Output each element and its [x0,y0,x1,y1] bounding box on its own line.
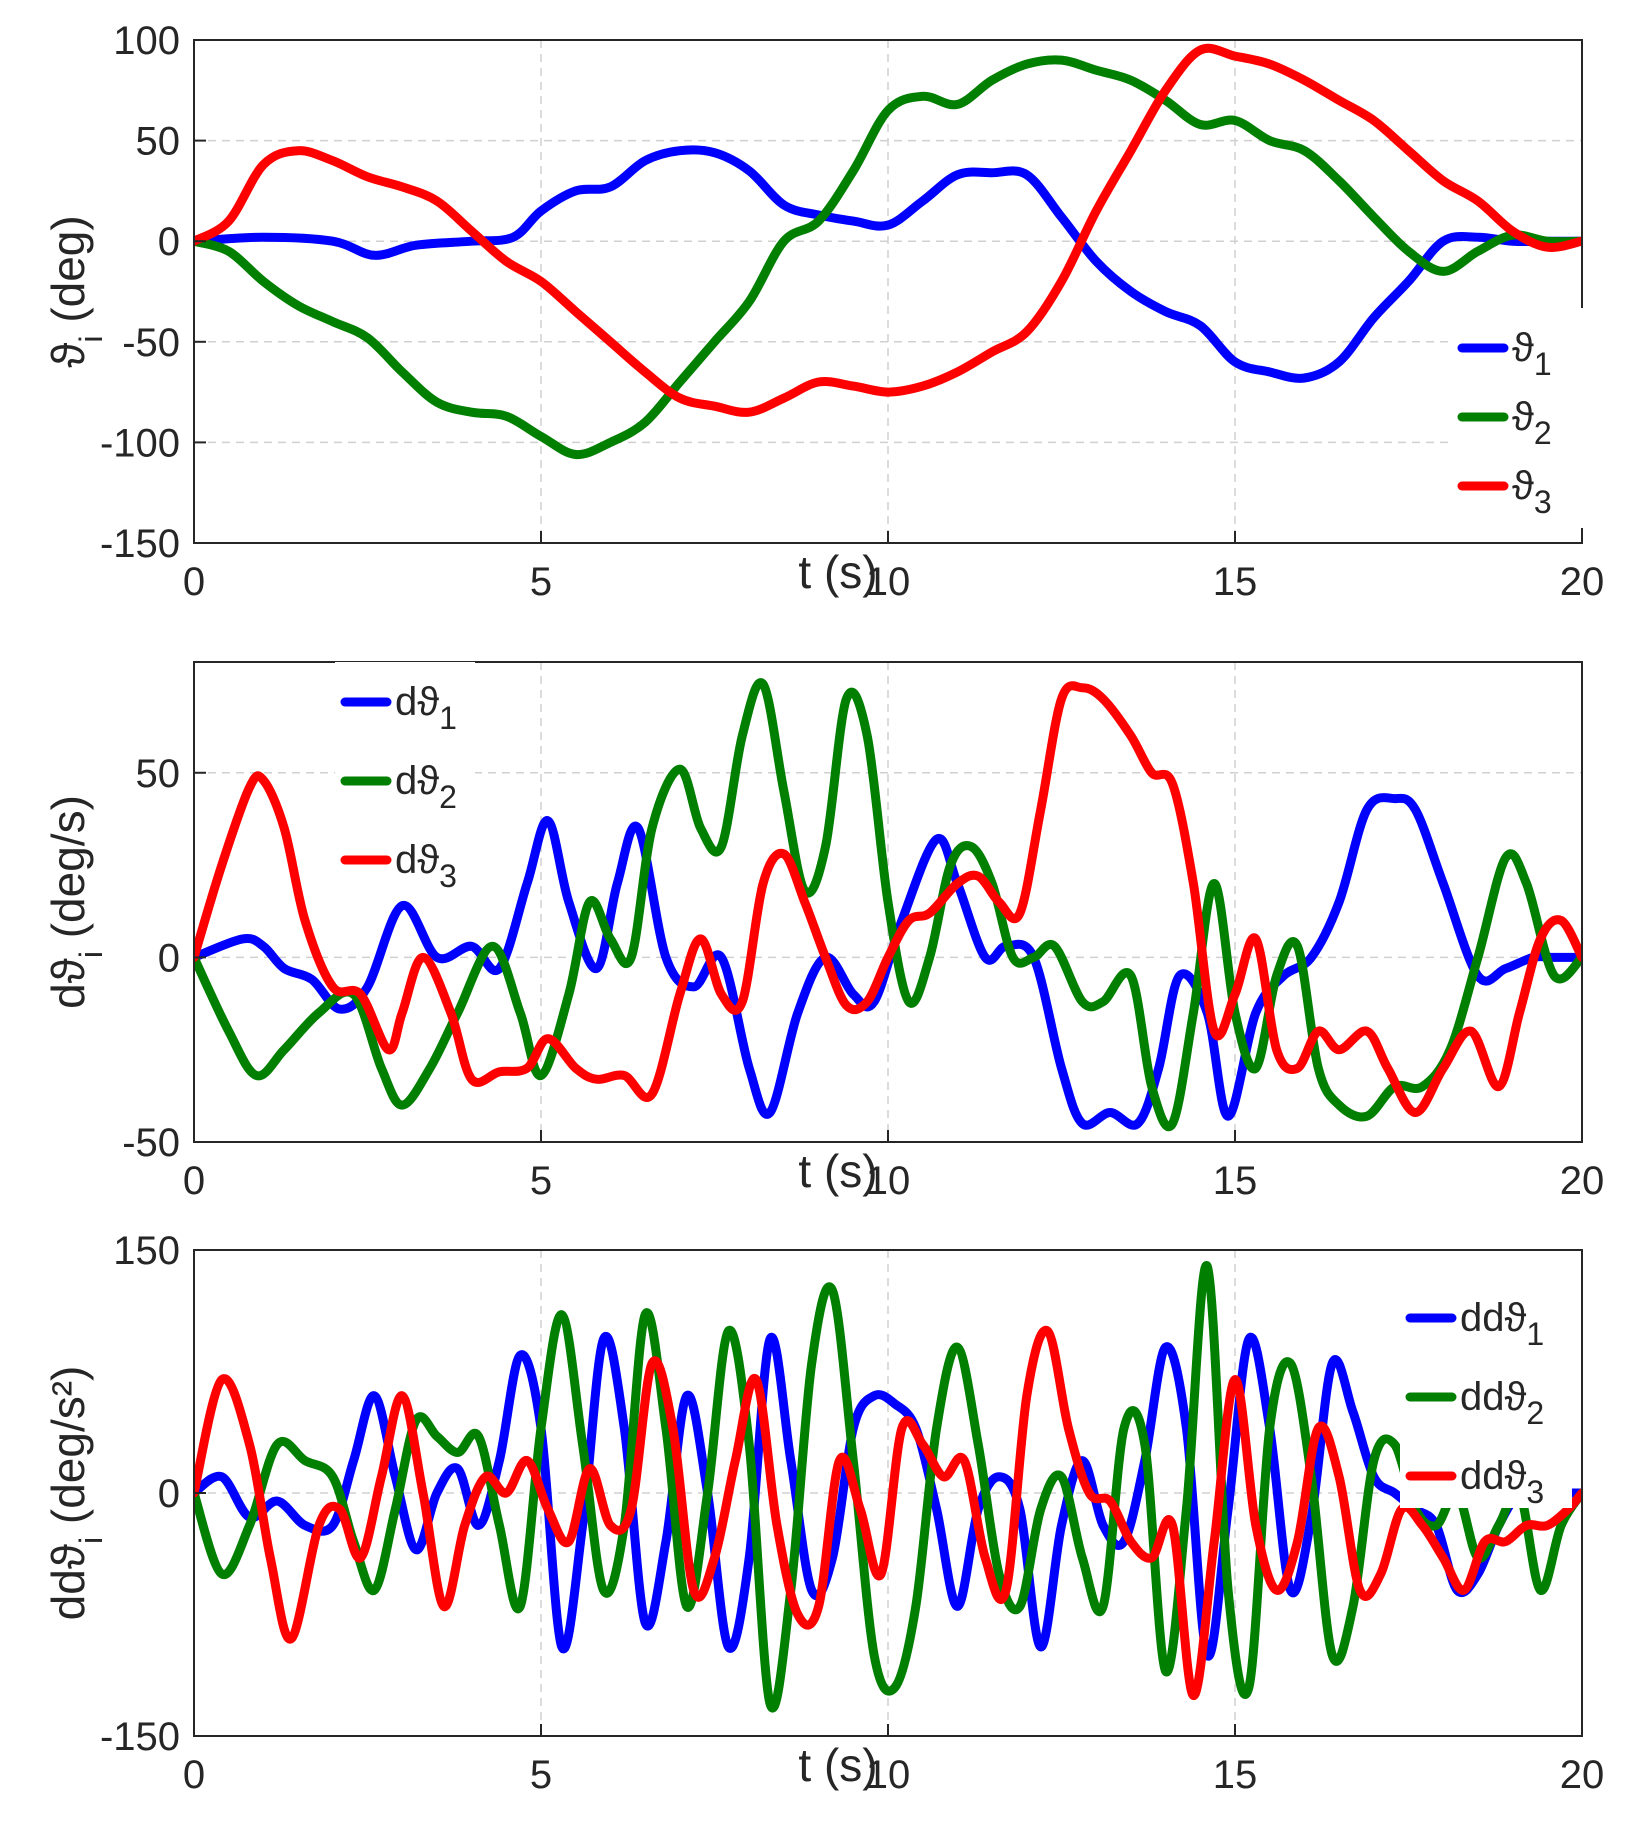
x-tick-label: 20 [1560,1159,1605,1203]
y-tick-label: 50 [136,120,181,164]
legend-label: dϑ2 [395,759,457,815]
x-tick-label: 20 [1560,1753,1605,1797]
x-tick-label: 5 [530,1159,552,1203]
legend-label: ϑ2 [1512,395,1552,451]
x-tick-label: 5 [530,1753,552,1797]
x-tick-label: 0 [183,560,205,604]
legend-label: ddϑ1 [1460,1296,1544,1352]
legend-label: ddϑ3 [1460,1454,1544,1510]
y-tick-label: -50 [122,321,180,365]
x-tick-label: 10 [866,1159,911,1203]
y-tick-label: 0 [158,1472,180,1516]
y-tick-label: -150 [100,522,180,566]
legend-label: ϑ3 [1512,464,1552,520]
series-line-dϑ2 [194,678,1582,1132]
x-tick-label: 0 [183,1159,205,1203]
y-tick-label: -50 [122,1121,180,1165]
x-tick-label: 0 [183,1753,205,1797]
x-tick-label: 15 [1213,560,1258,604]
series-line-ϑ2 [194,55,1582,460]
series-line-ϑ1 [194,145,1582,383]
legend-label: ddϑ2 [1460,1375,1544,1431]
y-axis-label: dϑi (deg/s) [42,795,109,1009]
x-tick-label: 15 [1213,1753,1258,1797]
x-axis-label: t (s) [798,1739,877,1791]
plot-area [194,678,1582,1132]
y-tick-label: 150 [113,1229,180,1273]
y-tick-label: 50 [136,752,181,796]
x-tick-label: 5 [530,560,552,604]
y-tick-label: 100 [113,19,180,63]
legend-label: dϑ3 [395,838,457,894]
plot-area [194,1261,1582,1713]
y-axis-label: ϑi (deg) [42,215,109,367]
series-line-ddϑ3 [194,1325,1582,1701]
series-line-ddϑ2 [194,1261,1582,1713]
x-axis-label: t (s) [798,1145,877,1197]
legend-label: dϑ1 [395,680,457,736]
plot-area [194,43,1582,460]
y-tick-label: -150 [100,1715,180,1759]
x-tick-label: 10 [866,1753,911,1797]
x-tick-label: 15 [1213,1159,1258,1203]
legend-label: ϑ1 [1512,326,1552,382]
legend: dϑ1 dϑ2 dϑ3 [335,662,475,894]
legend: ϑ1 ϑ2 ϑ3 [1452,308,1592,528]
x-tick-label: 10 [866,560,911,604]
y-tick-label: 0 [158,936,180,980]
y-tick-label: -100 [100,421,180,465]
series-line-dϑ3 [194,681,1582,1117]
x-tick-label: 20 [1560,560,1605,604]
legend: ddϑ1 ddϑ2 ddϑ3 [1400,1278,1572,1510]
y-axis-label: ddϑi (deg/s²) [42,1366,109,1621]
x-axis-label: t (s) [798,546,877,598]
panel-1: 0 5 10 15 20 100 50 0 -50 -100 -150 t (s) ϑi (deg) ϑ1… [42,19,1604,604]
y-tick-label: 0 [158,220,180,264]
series-line-ϑ3 [194,43,1582,417]
